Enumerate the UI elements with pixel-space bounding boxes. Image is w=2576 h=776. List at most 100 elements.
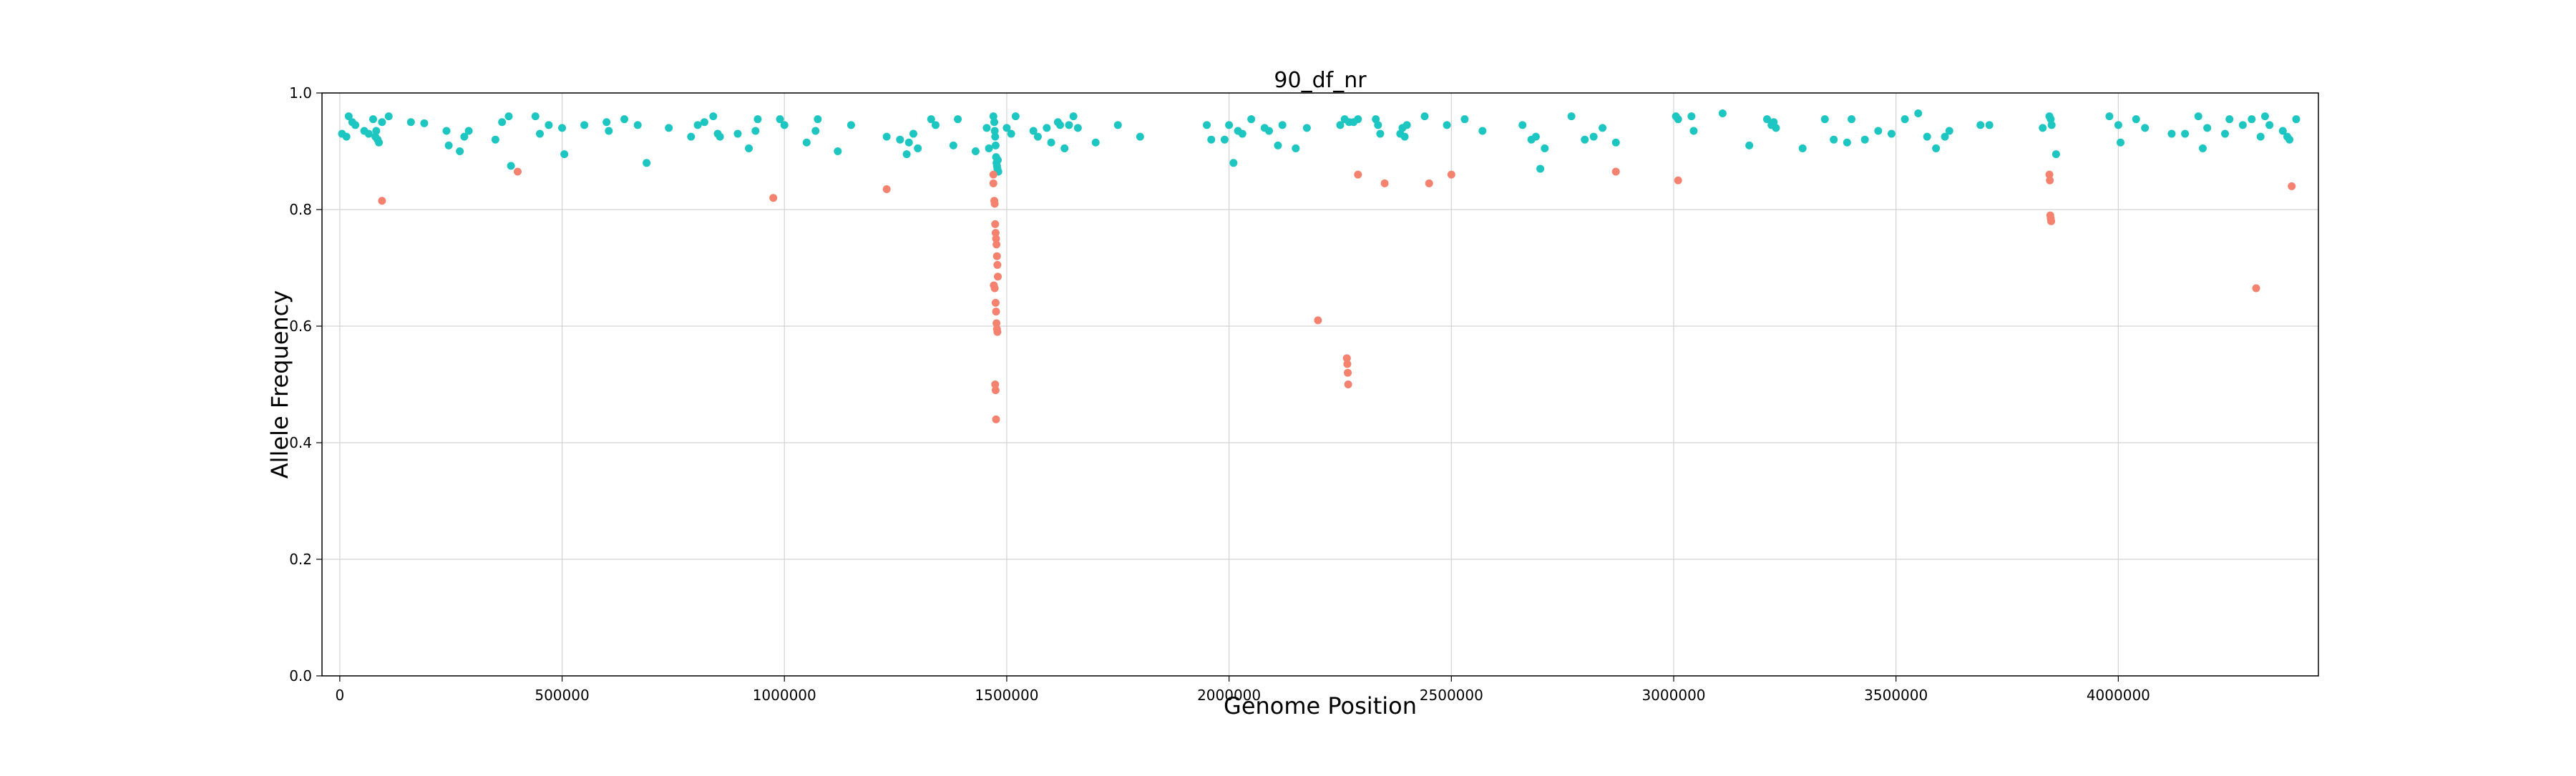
data-point-teal (1762, 115, 1771, 124)
data-point-teal (1047, 138, 1055, 147)
x-tick-label: 3000000 (1641, 687, 1705, 704)
data-point-teal (1941, 132, 1949, 141)
data-point-teal (1011, 112, 1020, 121)
data-point-teal (1745, 141, 1754, 149)
data-point-teal (811, 127, 820, 135)
data-point-teal (1976, 121, 1985, 129)
data-point-teal (2260, 112, 2269, 121)
data-point-teal (1689, 127, 1698, 135)
data-point-salmon (1343, 360, 1352, 368)
data-point-teal (802, 138, 811, 147)
data-point-teal (378, 118, 386, 127)
data-point-teal (2181, 129, 2190, 138)
data-point-teal (406, 118, 415, 127)
data-point-teal (580, 121, 589, 129)
data-point-teal (498, 118, 507, 127)
data-point-teal (1611, 138, 1620, 147)
data-point-teal (990, 127, 999, 135)
y-tick-label: 0.8 (289, 201, 312, 218)
data-point-teal (1336, 121, 1345, 129)
chart-title: 90_df_nr (1274, 68, 1367, 93)
data-point-salmon (992, 319, 1001, 328)
data-point-teal (504, 112, 513, 121)
data-point-teal (633, 121, 642, 129)
data-point-teal (2194, 112, 2202, 121)
data-point-teal (687, 132, 696, 141)
data-point-teal (665, 124, 673, 132)
y-tick-label: 0.6 (289, 318, 312, 335)
data-point-teal (1518, 121, 1527, 129)
data-point-teal (1798, 144, 1807, 152)
data-point-teal (1278, 121, 1287, 129)
data-point-teal (985, 144, 993, 152)
data-point-teal (716, 132, 724, 141)
data-point-teal (2238, 121, 2247, 129)
data-point-teal (927, 115, 935, 124)
data-point-teal (700, 118, 708, 127)
data-point-teal (1567, 112, 1576, 121)
data-point-teal (375, 138, 384, 147)
data-point-teal (2248, 115, 2256, 124)
x-tick-label: 1500000 (975, 687, 1038, 704)
data-point-salmon (992, 252, 1001, 260)
data-point-salmon (989, 170, 997, 179)
data-point-teal (991, 141, 1000, 149)
data-point-salmon (992, 415, 1000, 423)
data-point-teal (1531, 132, 1540, 141)
data-point-teal (1932, 144, 1941, 152)
data-point-teal (1887, 129, 1896, 138)
x-tick-label: 1000000 (753, 687, 816, 704)
data-point-teal (1354, 115, 1362, 124)
data-point-salmon (992, 235, 1000, 243)
data-point-teal (464, 127, 473, 135)
data-point-teal (2292, 115, 2301, 124)
data-point-teal (1060, 144, 1069, 152)
data-point-teal (1374, 121, 1382, 129)
data-point-teal (1402, 121, 1411, 129)
data-point-teal (780, 121, 789, 129)
data-point-salmon (993, 328, 1002, 336)
data-point-salmon (769, 194, 778, 202)
data-point-teal (834, 147, 842, 155)
x-axis-label: Genome Position (1224, 692, 1417, 719)
data-point-salmon (990, 200, 999, 208)
data-point-teal (904, 138, 913, 147)
data-point-salmon (1342, 354, 1351, 363)
data-point-teal (2265, 121, 2274, 129)
data-point-teal (1203, 121, 1211, 129)
data-point-teal (991, 132, 1000, 141)
data-point-teal (558, 124, 567, 132)
data-point-teal (620, 115, 629, 124)
data-point-salmon (991, 380, 1000, 388)
data-point-salmon (378, 197, 386, 205)
data-point-teal (605, 127, 613, 135)
data-point-teal (420, 119, 429, 127)
data-point-teal (1238, 129, 1246, 138)
data-point-teal (902, 150, 911, 159)
data-point-teal (1589, 132, 1598, 141)
data-point-teal (1923, 132, 1931, 141)
x-tick-label: 2000000 (1197, 687, 1261, 704)
plot-frame (321, 92, 2319, 677)
data-point-teal (1581, 135, 1589, 144)
data-point-teal (990, 118, 999, 127)
data-point-teal (814, 115, 822, 124)
data-point-teal (369, 115, 377, 124)
data-point-teal (1043, 124, 1051, 132)
y-tick-label: 0.2 (289, 551, 312, 568)
data-point-teal (2278, 127, 2287, 135)
data-point-teal (2198, 144, 2207, 152)
data-point-teal (2039, 124, 2047, 132)
data-point-teal (1247, 115, 1256, 124)
data-point-teal (1945, 127, 1953, 135)
data-points (338, 109, 2301, 423)
data-point-teal (1220, 135, 1229, 144)
data-point-teal (456, 147, 464, 155)
data-point-teal (2114, 121, 2122, 129)
y-tick-label: 0.0 (289, 667, 312, 684)
x-tick-label: 0 (335, 687, 344, 704)
data-point-teal (2047, 121, 2056, 129)
data-point-salmon (882, 185, 891, 193)
data-point-teal (1772, 124, 1780, 132)
